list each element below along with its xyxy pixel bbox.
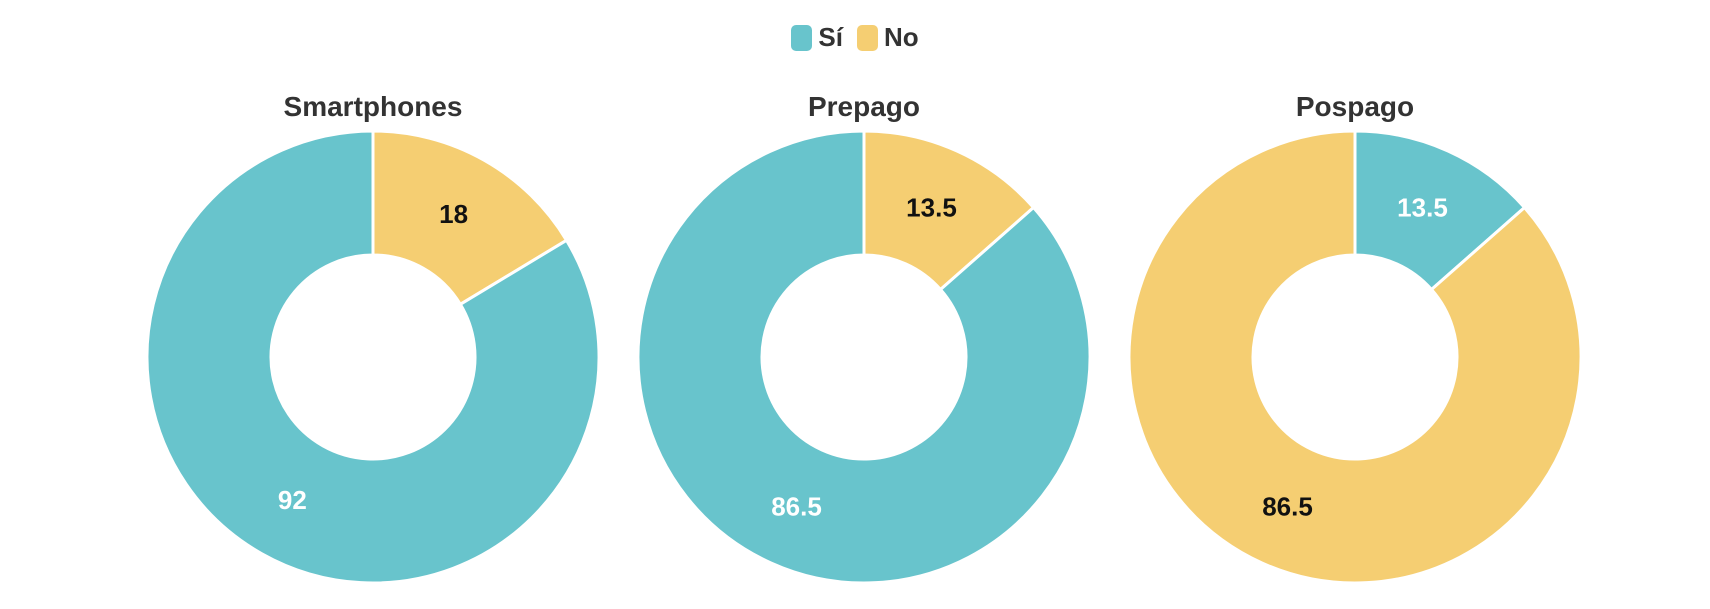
slice-si[interactable]	[145, 129, 601, 585]
legend-label-si: Sí	[818, 22, 843, 52]
data-label-no: 18	[439, 199, 468, 229]
donut-chart-pospago: Pospago 13.5 86.5	[1127, 91, 1583, 585]
chart-title: Smartphones	[284, 91, 463, 122]
legend-label-no: No	[883, 22, 919, 52]
legend-swatch-si	[791, 24, 813, 51]
slice-no[interactable]	[862, 129, 1036, 292]
slice-si[interactable]	[1353, 129, 1527, 292]
data-label-si: 92	[278, 485, 307, 515]
legend-item-si[interactable]: Sí	[791, 22, 843, 53]
data-label-si: 86.5	[771, 491, 822, 521]
donut-chart-smartphones: Smartphones 18 92	[145, 91, 601, 585]
chart-title: Pospago	[1296, 91, 1414, 122]
slice-si[interactable]	[636, 129, 1092, 585]
data-label-no: 86.5	[1262, 491, 1313, 521]
legend-swatch-no	[856, 24, 878, 51]
slice-no[interactable]	[371, 129, 569, 306]
data-label-si: 13.5	[1397, 193, 1448, 223]
chart-legend: Sí No	[0, 22, 1710, 53]
donut-chart-prepago: Prepago 13.5 86.5	[636, 91, 1092, 585]
data-label-no: 13.5	[906, 193, 957, 223]
chart-title: Prepago	[808, 91, 920, 122]
legend-item-no[interactable]: No	[856, 22, 919, 53]
slice-no[interactable]	[1127, 129, 1583, 585]
